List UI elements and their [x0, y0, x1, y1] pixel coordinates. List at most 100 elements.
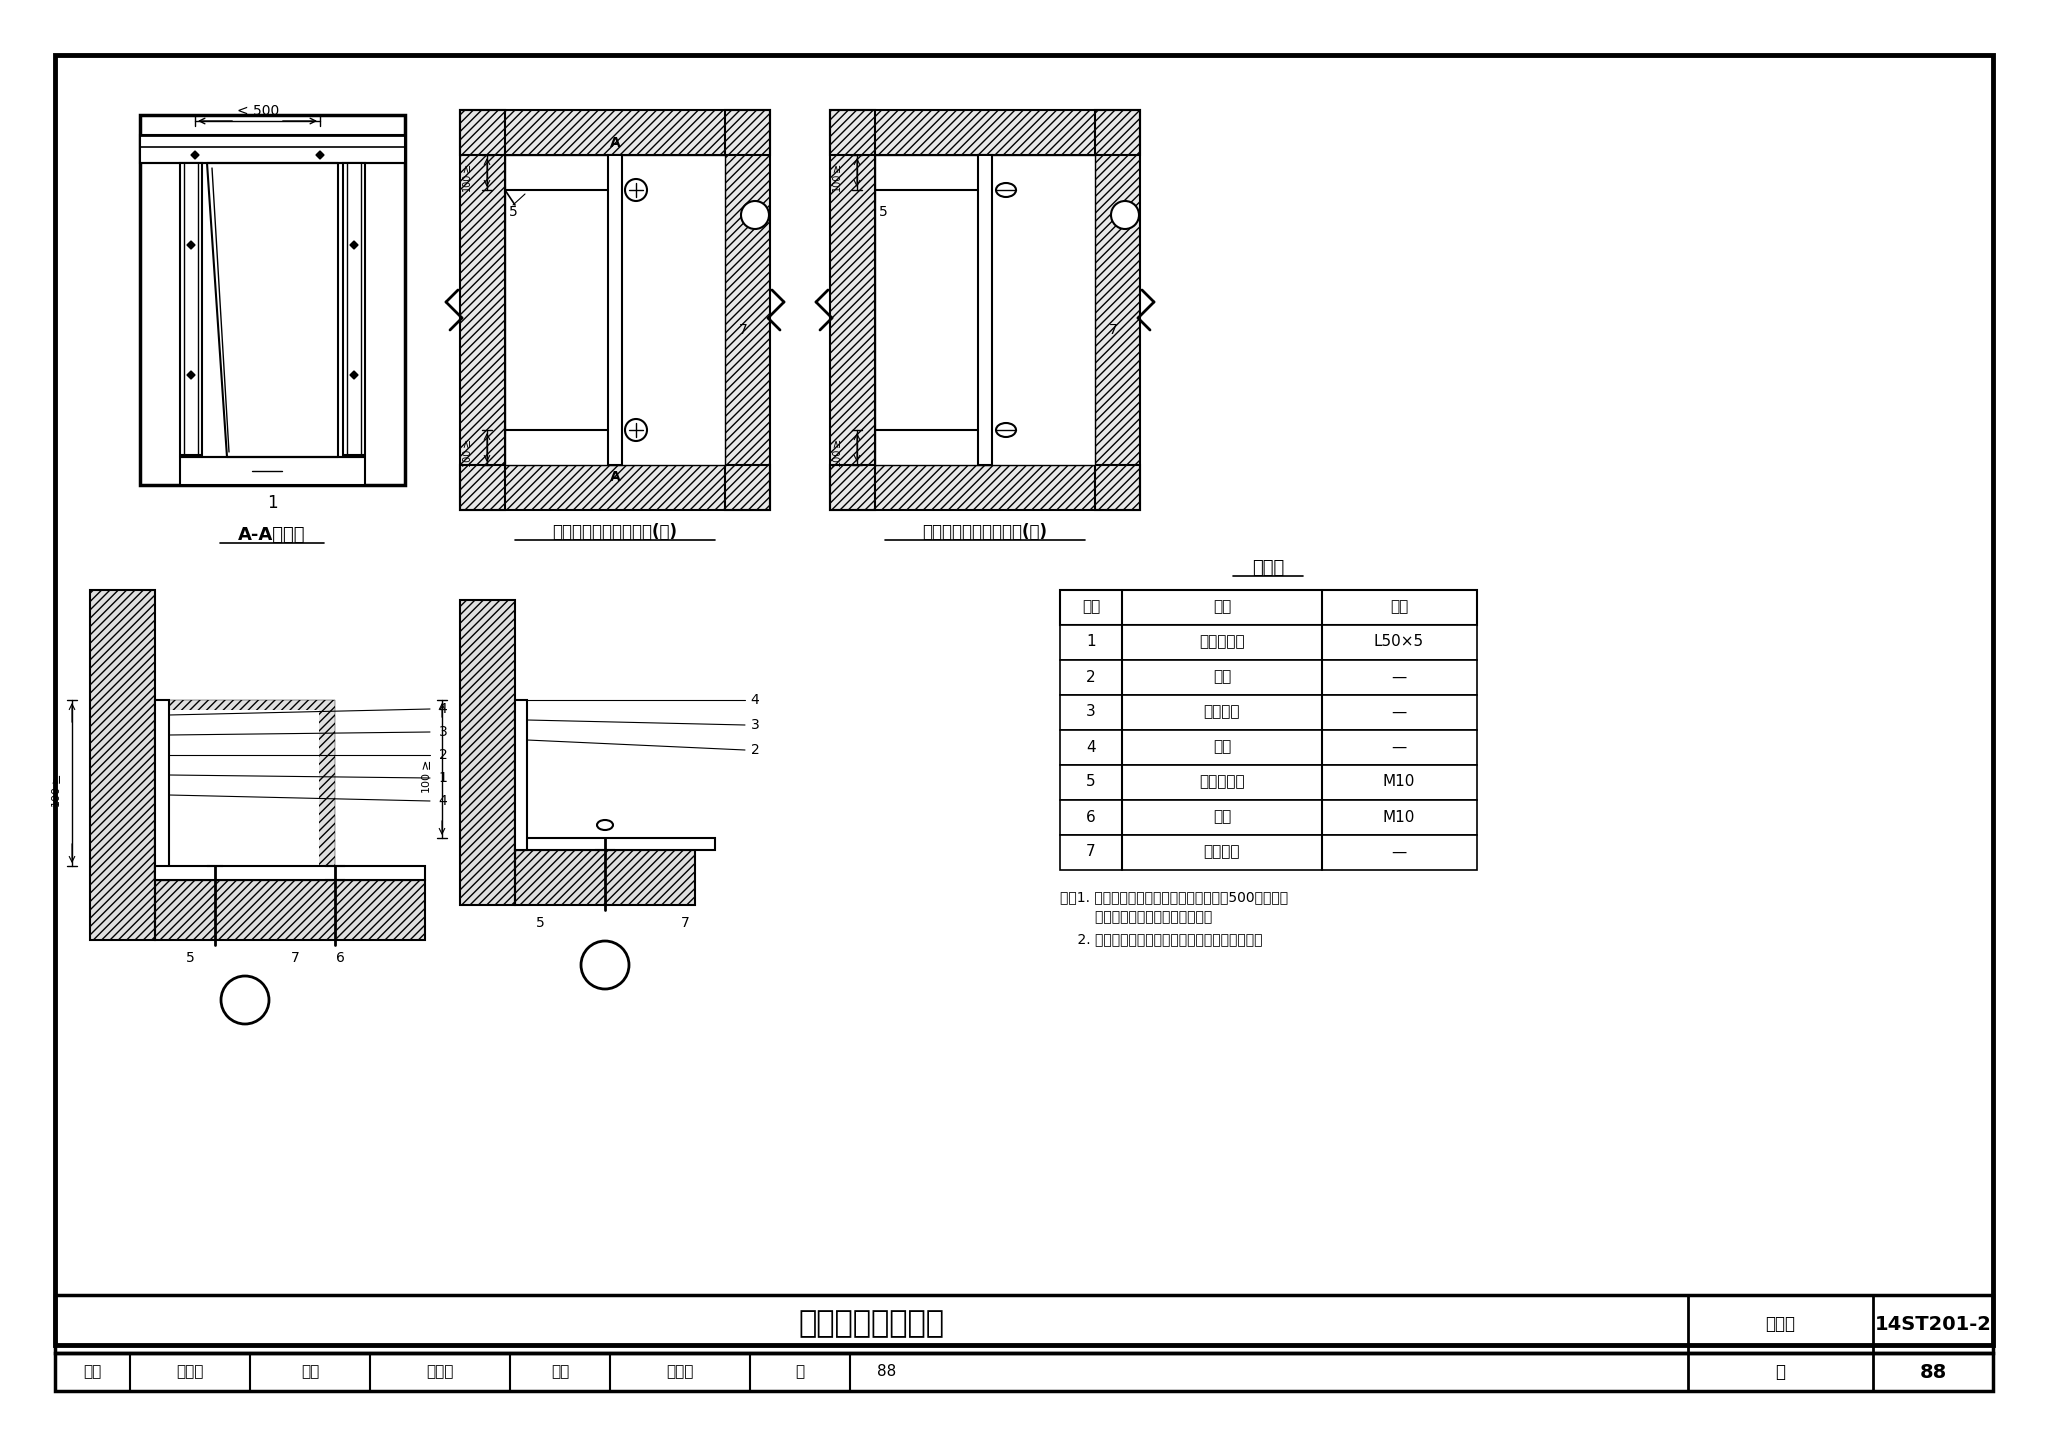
Bar: [514, 850, 694, 905]
Text: 5: 5: [537, 915, 545, 930]
Text: 4: 4: [438, 794, 446, 808]
Bar: [1061, 765, 1477, 800]
Bar: [829, 110, 874, 510]
Text: 4: 4: [752, 693, 760, 707]
Text: —: —: [1391, 739, 1407, 755]
Bar: [156, 839, 168, 868]
Text: 百叶风口: 百叶风口: [1204, 844, 1241, 859]
Bar: [461, 110, 506, 510]
Text: 5: 5: [1085, 775, 1096, 790]
Bar: [1061, 834, 1477, 870]
Text: —: —: [1391, 704, 1407, 720]
Text: A: A: [750, 207, 762, 223]
Text: 100: 100: [831, 174, 842, 191]
Ellipse shape: [598, 820, 612, 830]
Ellipse shape: [995, 424, 1016, 437]
Bar: [461, 466, 770, 510]
Circle shape: [582, 941, 629, 989]
Text: 1: 1: [1085, 635, 1096, 649]
Text: 100: 100: [51, 785, 61, 805]
Text: 7: 7: [1108, 322, 1118, 337]
Text: 3: 3: [438, 724, 446, 739]
Text: ≥: ≥: [463, 162, 471, 172]
Text: 6: 6: [1085, 810, 1096, 824]
Bar: [461, 110, 770, 155]
Bar: [829, 110, 1141, 155]
Bar: [170, 710, 319, 868]
Text: 部位应设有后切底胀栓或螺栓。: 部位应设有后切底胀栓或螺栓。: [1061, 910, 1212, 924]
Bar: [1061, 590, 1477, 625]
Text: ≥: ≥: [831, 437, 842, 447]
Bar: [156, 868, 416, 881]
Text: B: B: [598, 956, 612, 975]
Bar: [139, 134, 406, 163]
Bar: [1061, 730, 1477, 765]
Text: 88: 88: [877, 1365, 897, 1379]
Polygon shape: [350, 241, 358, 249]
Text: 100: 100: [463, 174, 471, 191]
Bar: [55, 1296, 1993, 1353]
Text: 注：1. 后切底胀栓间距与螺栓间距都不大于500，且四角: 注：1. 后切底胀栓间距与螺栓间距都不大于500，且四角: [1061, 889, 1288, 904]
Text: 5: 5: [879, 205, 887, 218]
Text: A: A: [610, 470, 621, 484]
Bar: [55, 1353, 1993, 1391]
Text: 校对: 校对: [301, 1365, 319, 1379]
Text: 2: 2: [1085, 669, 1096, 684]
Bar: [514, 700, 526, 850]
Bar: [461, 600, 514, 905]
Text: 6: 6: [336, 951, 344, 964]
Bar: [180, 163, 203, 455]
Text: < 500: < 500: [238, 104, 279, 119]
Text: 88: 88: [1919, 1362, 1948, 1381]
Text: ≥: ≥: [49, 772, 63, 784]
Polygon shape: [350, 372, 358, 379]
Text: B: B: [1118, 207, 1130, 223]
Polygon shape: [190, 150, 199, 159]
Bar: [979, 155, 991, 466]
Bar: [139, 116, 406, 484]
Text: 5: 5: [508, 205, 518, 218]
Bar: [1061, 696, 1477, 730]
Text: 14ST201-2: 14ST201-2: [1874, 1314, 1991, 1333]
Bar: [829, 466, 1141, 510]
Bar: [55, 55, 1993, 1345]
Circle shape: [1110, 201, 1139, 228]
Text: 设计: 设计: [551, 1365, 569, 1379]
Bar: [1061, 800, 1477, 834]
Text: 100: 100: [422, 771, 430, 791]
Text: 螺母: 螺母: [1212, 669, 1231, 684]
Bar: [156, 881, 426, 940]
Bar: [608, 155, 623, 466]
Text: 后切底胀栓: 后切底胀栓: [1200, 775, 1245, 790]
Text: M10: M10: [1382, 810, 1415, 824]
Text: 规格: 规格: [1391, 600, 1409, 615]
Text: ≥: ≥: [463, 437, 471, 447]
Text: 100: 100: [463, 448, 471, 466]
Circle shape: [625, 179, 647, 201]
Text: 7: 7: [1085, 844, 1096, 859]
Text: A-A剖面图: A-A剖面图: [238, 526, 305, 544]
Text: 7: 7: [680, 915, 690, 930]
Bar: [829, 110, 874, 510]
Text: 轨底排热风口安装: 轨底排热风口安装: [799, 1310, 944, 1339]
Text: 平垫: 平垫: [1212, 739, 1231, 755]
Polygon shape: [186, 241, 195, 249]
Bar: [1096, 110, 1141, 510]
Bar: [461, 600, 514, 905]
Text: 100: 100: [831, 448, 842, 466]
Bar: [725, 110, 770, 510]
Text: 崔　澜: 崔 澜: [176, 1365, 203, 1379]
Bar: [156, 866, 426, 881]
Bar: [90, 590, 156, 940]
Bar: [1061, 659, 1477, 696]
Text: 页: 页: [795, 1365, 805, 1379]
Text: 3: 3: [1085, 704, 1096, 720]
Bar: [829, 466, 1141, 510]
Circle shape: [625, 419, 647, 441]
Circle shape: [741, 201, 768, 228]
Bar: [514, 850, 694, 905]
Text: 4: 4: [1085, 739, 1096, 755]
Text: 热镀锌角钢: 热镀锌角钢: [1200, 635, 1245, 649]
Text: 图集号: 图集号: [1765, 1314, 1794, 1333]
Ellipse shape: [995, 184, 1016, 197]
